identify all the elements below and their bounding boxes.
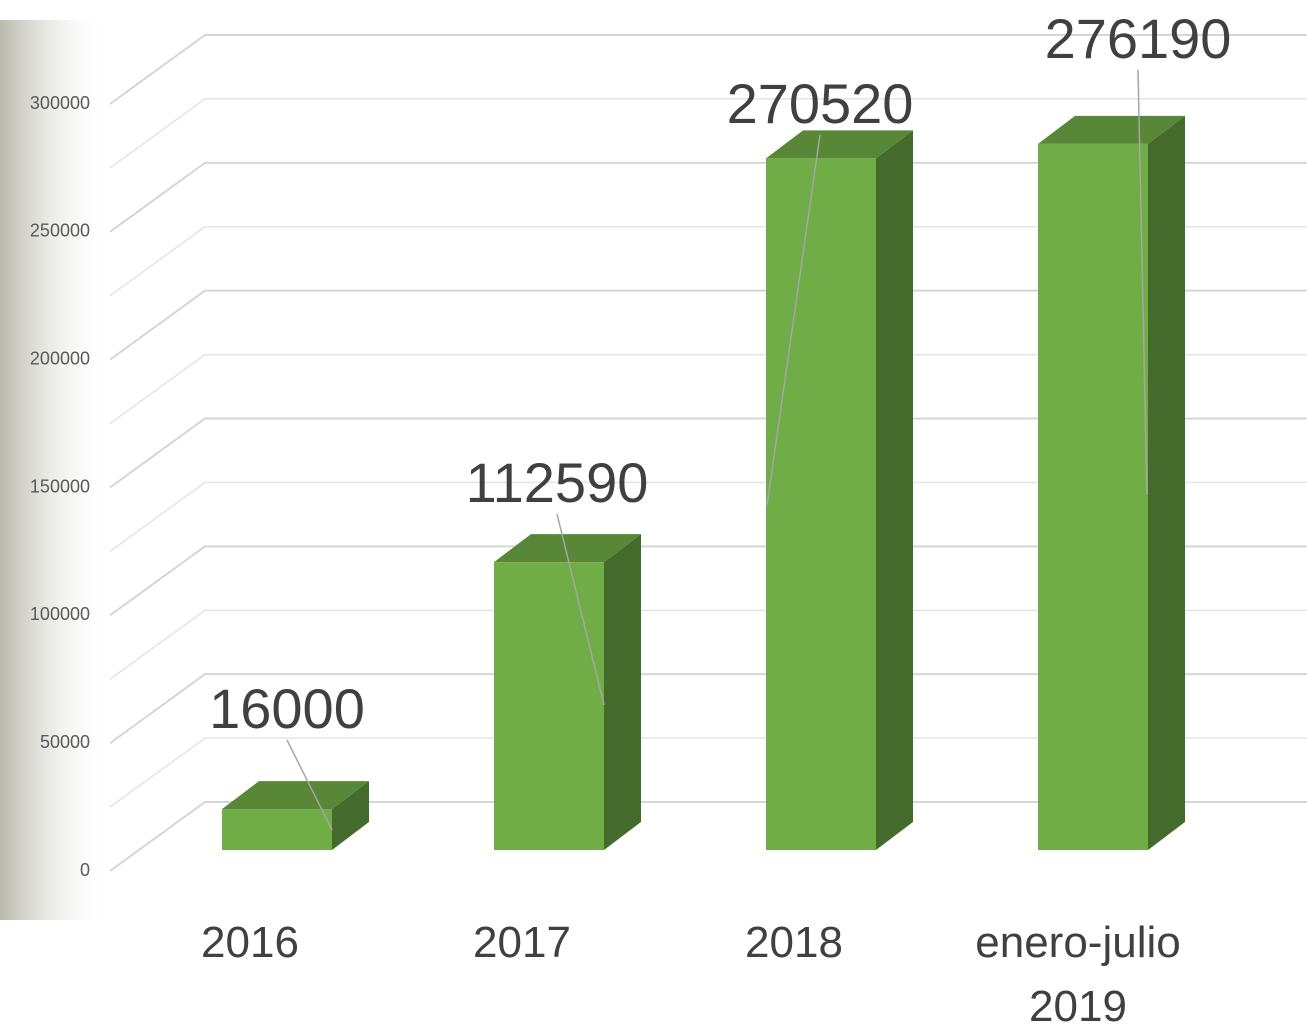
bar-side bbox=[876, 130, 913, 850]
leader-line bbox=[766, 134, 821, 506]
leader-line bbox=[556, 513, 605, 706]
leader-line bbox=[286, 739, 333, 831]
value-label: 112590 bbox=[466, 451, 649, 514]
x-tick-label: 2017 bbox=[473, 918, 571, 967]
value-label: 16000 bbox=[209, 677, 365, 740]
bar-side bbox=[1148, 115, 1185, 850]
bar bbox=[494, 534, 641, 850]
y-tick-label: 200000 bbox=[30, 348, 90, 368]
bar-top bbox=[222, 781, 369, 810]
grid-line bbox=[109, 673, 1307, 744]
y-tick-label: 250000 bbox=[30, 221, 90, 241]
y-tick-label: 300000 bbox=[30, 93, 90, 113]
minor-grid-line bbox=[109, 609, 1307, 680]
minor-grid-line bbox=[109, 353, 1307, 425]
value-label: 276190 bbox=[1045, 7, 1232, 70]
grid-line bbox=[109, 161, 1307, 233]
background-photo bbox=[0, 20, 110, 920]
x-tick-label: enero-julio 2019 bbox=[975, 918, 1180, 1027]
bar-front bbox=[766, 158, 876, 850]
minor-grid-line bbox=[109, 737, 1307, 808]
minor-grid-line bbox=[109, 481, 1307, 553]
bar-top bbox=[1038, 115, 1185, 144]
grid-line bbox=[109, 545, 1307, 617]
y-tick-label: 150000 bbox=[30, 476, 90, 496]
bar-side bbox=[332, 781, 369, 850]
value-label: 270520 bbox=[727, 72, 914, 135]
grid-line bbox=[109, 417, 1307, 489]
bar-front bbox=[222, 809, 332, 850]
grid-line bbox=[109, 34, 1307, 105]
bar-front bbox=[494, 562, 604, 850]
bar-side bbox=[604, 534, 641, 850]
y-tick-label: 0 bbox=[80, 860, 90, 880]
x-tick-label: 2018 bbox=[745, 918, 843, 967]
x-tick-label: 2016 bbox=[201, 918, 299, 967]
bar bbox=[222, 781, 369, 850]
bar bbox=[766, 130, 913, 850]
leader-line bbox=[1137, 69, 1148, 496]
y-tick-label: 50000 bbox=[40, 732, 90, 752]
grid-line bbox=[109, 289, 1307, 361]
bar-top bbox=[494, 534, 641, 563]
grid: 0 50000 100000 150000 200000 250000 300000 bbox=[30, 34, 1307, 880]
labels: 16000 2016 112590 2017 270520 2018 276190 enero… bbox=[201, 7, 1231, 1027]
grid-line bbox=[109, 801, 1307, 872]
bar-front bbox=[1038, 143, 1148, 850]
bars bbox=[222, 115, 1185, 850]
bar-top bbox=[766, 130, 913, 159]
minor-grid-line bbox=[109, 226, 1307, 297]
y-tick-label: 100000 bbox=[30, 604, 90, 624]
bar bbox=[1038, 115, 1185, 850]
minor-grid-line bbox=[109, 98, 1307, 169]
